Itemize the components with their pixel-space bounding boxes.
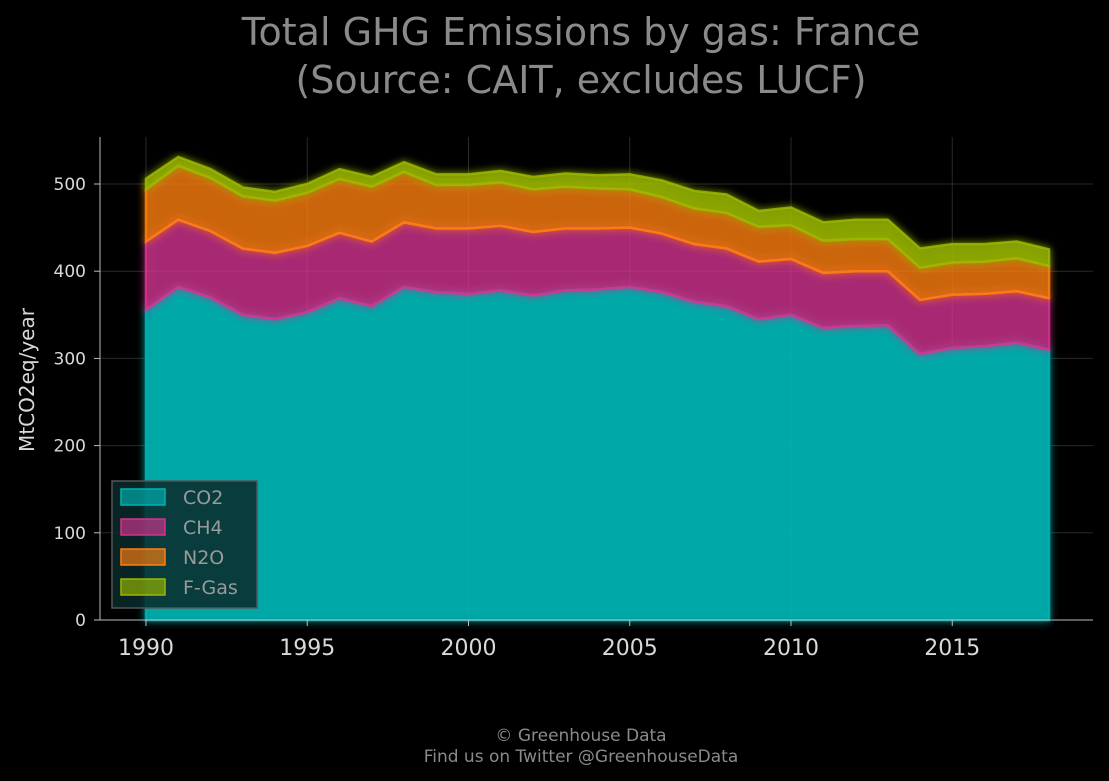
x-tick-label: 2005 (602, 636, 658, 661)
legend-label: CO2 (183, 487, 223, 509)
legend-swatch-f-gas (120, 578, 166, 596)
x-tick-label: 2015 (924, 636, 980, 661)
footer-copyright: © Greenhouse Data (495, 726, 666, 746)
y-tick-label: 300 (54, 349, 86, 369)
legend: CO2 CH4 N2O F-Gas (111, 480, 258, 609)
y-axis-label: MtCO2eq/year (15, 307, 39, 452)
chart-title-line-1: Total GHG Emissions by gas: France (241, 10, 920, 54)
y-tick-label: 100 (54, 524, 86, 544)
axes: 0 100 200 300 400 500 1990 1995 2000 2005 2010 2015 (54, 137, 1093, 661)
legend-label: N2O (183, 547, 224, 569)
legend-swatch-co2 (120, 488, 166, 506)
legend-swatch-n2o (120, 548, 166, 566)
x-tick-label: 2000 (441, 636, 497, 661)
y-tick-label: 400 (54, 262, 86, 282)
footer-twitter: Find us on Twitter @GreenhouseData (424, 747, 739, 767)
x-tick-label: 2010 (763, 636, 819, 661)
legend-label: F-Gas (183, 577, 238, 599)
x-tick-label: 1995 (279, 636, 335, 661)
area-layers (144, 155, 1051, 622)
x-tick-label: 1990 (118, 636, 174, 661)
y-tick-label: 500 (54, 175, 86, 195)
area-f-gas (144, 155, 1051, 270)
y-tick-label: 0 (75, 611, 86, 631)
legend-swatch-ch4 (120, 518, 166, 536)
chart-title-line-2: (Source: CAIT, excludes LUCF) (295, 58, 866, 102)
legend-label: CH4 (183, 517, 223, 539)
y-tick-label: 200 (54, 437, 86, 457)
